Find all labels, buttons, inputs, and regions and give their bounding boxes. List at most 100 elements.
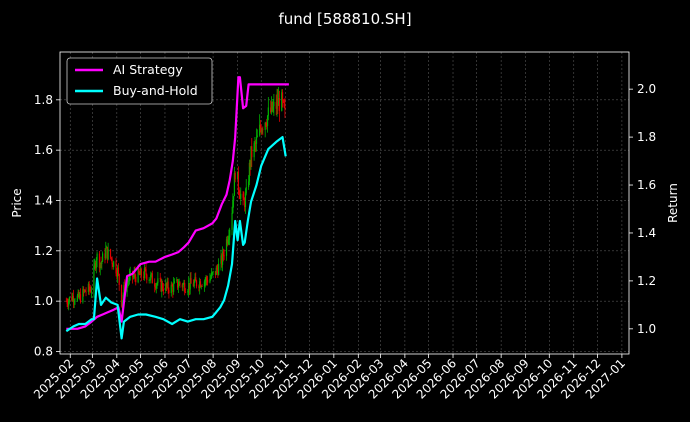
y-tick-label: 1.6 (34, 143, 53, 157)
candle-body (166, 281, 168, 287)
candle-body (93, 265, 95, 292)
candle-body (117, 267, 119, 277)
candle-body (121, 300, 123, 307)
candle-body (198, 286, 200, 289)
candle-body (282, 100, 284, 101)
candle-body (273, 101, 275, 107)
candle-body (99, 262, 101, 269)
candle-body (189, 278, 191, 290)
candle-body (134, 272, 136, 277)
candle-body (260, 128, 262, 133)
candle-body (256, 135, 258, 138)
candle-body (173, 283, 175, 292)
candle-body (190, 278, 192, 284)
candle-body (150, 273, 153, 275)
candle-body (102, 253, 104, 262)
candle-body (214, 271, 217, 275)
candle-body (150, 274, 152, 280)
candle-body (123, 285, 125, 295)
candle-body (101, 261, 103, 265)
candle-body (155, 284, 157, 289)
candle-body (206, 277, 208, 280)
candle-body (283, 100, 285, 107)
candle-body (179, 282, 181, 285)
candle-body (243, 197, 245, 201)
candle-body (228, 237, 230, 240)
candle-body (250, 146, 252, 167)
candle-body (143, 268, 146, 278)
candle-body (245, 187, 247, 194)
candle-body (126, 281, 128, 293)
candle-body (193, 281, 195, 287)
candle-body (95, 260, 97, 269)
candle-body (239, 194, 241, 199)
candle-body (84, 290, 86, 292)
candlestick-series (65, 86, 286, 311)
candle-body (187, 291, 189, 293)
candle-body (120, 284, 123, 307)
candle-body (83, 288, 85, 292)
candle-body (157, 278, 159, 284)
buy-and-hold-line (65, 136, 287, 340)
candle-body (161, 283, 164, 290)
y2-tick-label: 1.2 (637, 274, 656, 288)
candle-body (85, 291, 87, 293)
candle-body (270, 102, 273, 113)
candle-body (194, 277, 196, 282)
candle-body (139, 268, 142, 276)
candle-body (111, 258, 113, 264)
candle-body (188, 283, 191, 290)
candle-body (160, 279, 162, 292)
candle-body (276, 98, 278, 109)
candle-body (199, 281, 202, 288)
candle-body (182, 284, 184, 288)
candle-body (154, 283, 156, 287)
candle-body (109, 249, 112, 258)
candle-body (227, 239, 229, 244)
candle-body (171, 284, 173, 287)
candle-body (118, 273, 120, 285)
grid (60, 52, 629, 354)
candle-body (249, 162, 251, 167)
candle-body (217, 269, 219, 275)
candle-body (184, 292, 187, 294)
candle-body (144, 268, 146, 270)
candle-body (255, 142, 257, 144)
candle-body (87, 283, 90, 292)
candle-body (176, 279, 178, 282)
candle-body (275, 101, 277, 109)
candle-body (143, 276, 145, 278)
candle-body (165, 283, 168, 287)
candle-body (68, 296, 71, 301)
candle-body (270, 107, 272, 113)
candle-body (105, 246, 108, 249)
candle-body (68, 300, 70, 306)
candle-body (82, 288, 84, 303)
candle-body (218, 263, 220, 275)
candle-body (226, 239, 228, 244)
candle-body (221, 251, 224, 265)
candle-body (129, 271, 131, 275)
candle-body (261, 129, 263, 133)
plot-frame (59, 51, 630, 355)
candle-body (146, 274, 148, 281)
candle-body (168, 290, 170, 294)
candle-body (254, 142, 256, 144)
candle-body (178, 282, 180, 286)
candle-body (204, 280, 206, 282)
candle-body (156, 283, 158, 285)
candle-body (237, 171, 239, 190)
candle-body (259, 124, 262, 129)
candle-body (148, 279, 150, 281)
candle-body (233, 172, 236, 197)
candle-body (210, 272, 213, 278)
candle-body (195, 280, 198, 287)
candle-body (96, 253, 98, 261)
candle-body (137, 269, 139, 283)
candle-body (117, 267, 119, 274)
candle-body (253, 143, 255, 158)
candle-body (138, 269, 140, 274)
candle-body (267, 107, 269, 116)
legend-label-ai-strategy: AI Strategy (113, 62, 183, 77)
candle-body (248, 181, 250, 188)
